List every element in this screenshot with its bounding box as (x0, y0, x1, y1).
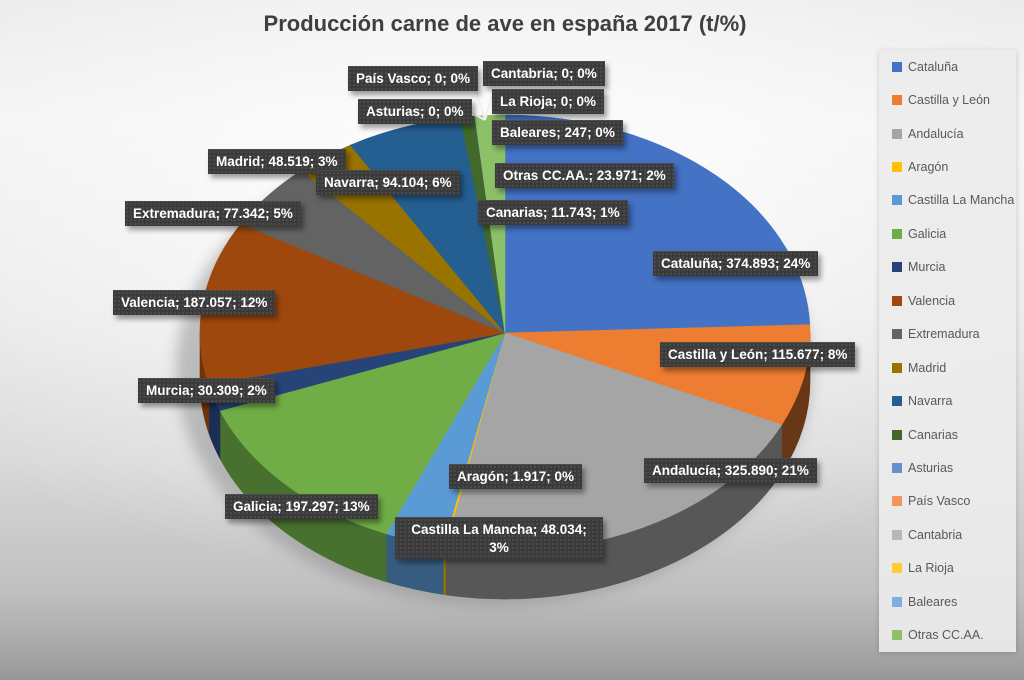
legend-item-pais-vasco: País Vasco (879, 485, 1016, 518)
legend-label: Murcia (908, 260, 946, 275)
legend-swatch-icon (892, 630, 902, 641)
legend-label: Aragón (908, 160, 949, 175)
legend-item-canarias: Canarias (879, 418, 1016, 451)
pie-slice-galicia (219, 332, 506, 535)
legend-label: La Rioja (908, 561, 954, 576)
legend-swatch-icon (892, 529, 902, 540)
chart-title: Producción carne de ave en españa 2017 (… (263, 11, 747, 36)
legend-swatch-icon (892, 95, 902, 106)
legend-swatch-icon (892, 228, 902, 239)
legend-swatch-icon (892, 262, 902, 273)
legend-item-valencia: Valencia (879, 284, 1016, 317)
legend-swatch-icon (892, 329, 902, 340)
pie-slice-cataluna (504, 114, 811, 334)
legend-label: Galicia (908, 226, 947, 241)
legend-label: Andalucía (908, 126, 964, 141)
legend-swatch-icon (892, 563, 902, 574)
legend-label: Navarra (908, 394, 953, 409)
legend-swatch-icon (892, 596, 902, 607)
legend-item-castilla-y-leon: Castilla y León (879, 83, 1016, 116)
legend-label: Valencia (908, 293, 956, 308)
legend-item-castilla-la-mancha: Castilla La Mancha (879, 184, 1016, 217)
legend-item-asturias: Asturias (879, 451, 1016, 484)
legend: Cataluña Castilla y León Andalucía Aragón Ca… (879, 50, 1016, 652)
legend-swatch-icon (892, 462, 902, 473)
legend-label: Extremadura (908, 327, 980, 342)
legend-swatch-icon (892, 362, 902, 373)
leader-line-1 (484, 91, 494, 121)
leader-lines (465, 76, 494, 121)
legend-label: Asturias (908, 460, 954, 475)
legend-label: Cantabria (908, 527, 963, 542)
legend-item-murcia: Murcia (879, 251, 1016, 284)
legend-item-navarra: Navarra (879, 384, 1016, 417)
legend-label: Castilla La Mancha (908, 193, 1015, 208)
legend-item-andalucia: Andalucía (879, 117, 1016, 150)
legend-label: País Vasco (908, 494, 971, 509)
legend-swatch-icon (892, 496, 902, 507)
legend-item-otras-cc-aa: Otras CC.AA. (879, 618, 1016, 651)
legend-label: Cataluña (908, 59, 959, 74)
legend-item-cantabria: Cantabria (879, 518, 1016, 551)
legend-item-baleares: Baleares (879, 585, 1016, 618)
legend-swatch-icon (892, 429, 902, 440)
legend-item-cataluna: Cataluña (879, 50, 1016, 83)
legend-swatch-icon (892, 162, 902, 173)
legend-item-galicia: Galicia (879, 217, 1016, 250)
legend-label: Canarias (908, 427, 959, 442)
pie-slices (199, 114, 811, 552)
legend-item-la-rioja: La Rioja (879, 552, 1016, 585)
pie-side-aragon (442, 546, 446, 596)
legend-label: Madrid (908, 360, 947, 375)
legend-label: Otras CC.AA. (908, 628, 984, 643)
legend-swatch-icon (892, 295, 902, 306)
legend-swatch-icon (892, 128, 902, 139)
legend-item-extremadura: Extremadura (879, 318, 1016, 351)
legend-swatch-icon (892, 61, 902, 72)
legend-swatch-icon (892, 195, 902, 206)
legend-item-madrid: Madrid (879, 351, 1016, 384)
legend-item-aragon: Aragón (879, 150, 1016, 183)
legend-swatch-icon (892, 396, 902, 407)
legend-label: Castilla y León (908, 93, 990, 108)
legend-label: Baleares (908, 594, 958, 609)
